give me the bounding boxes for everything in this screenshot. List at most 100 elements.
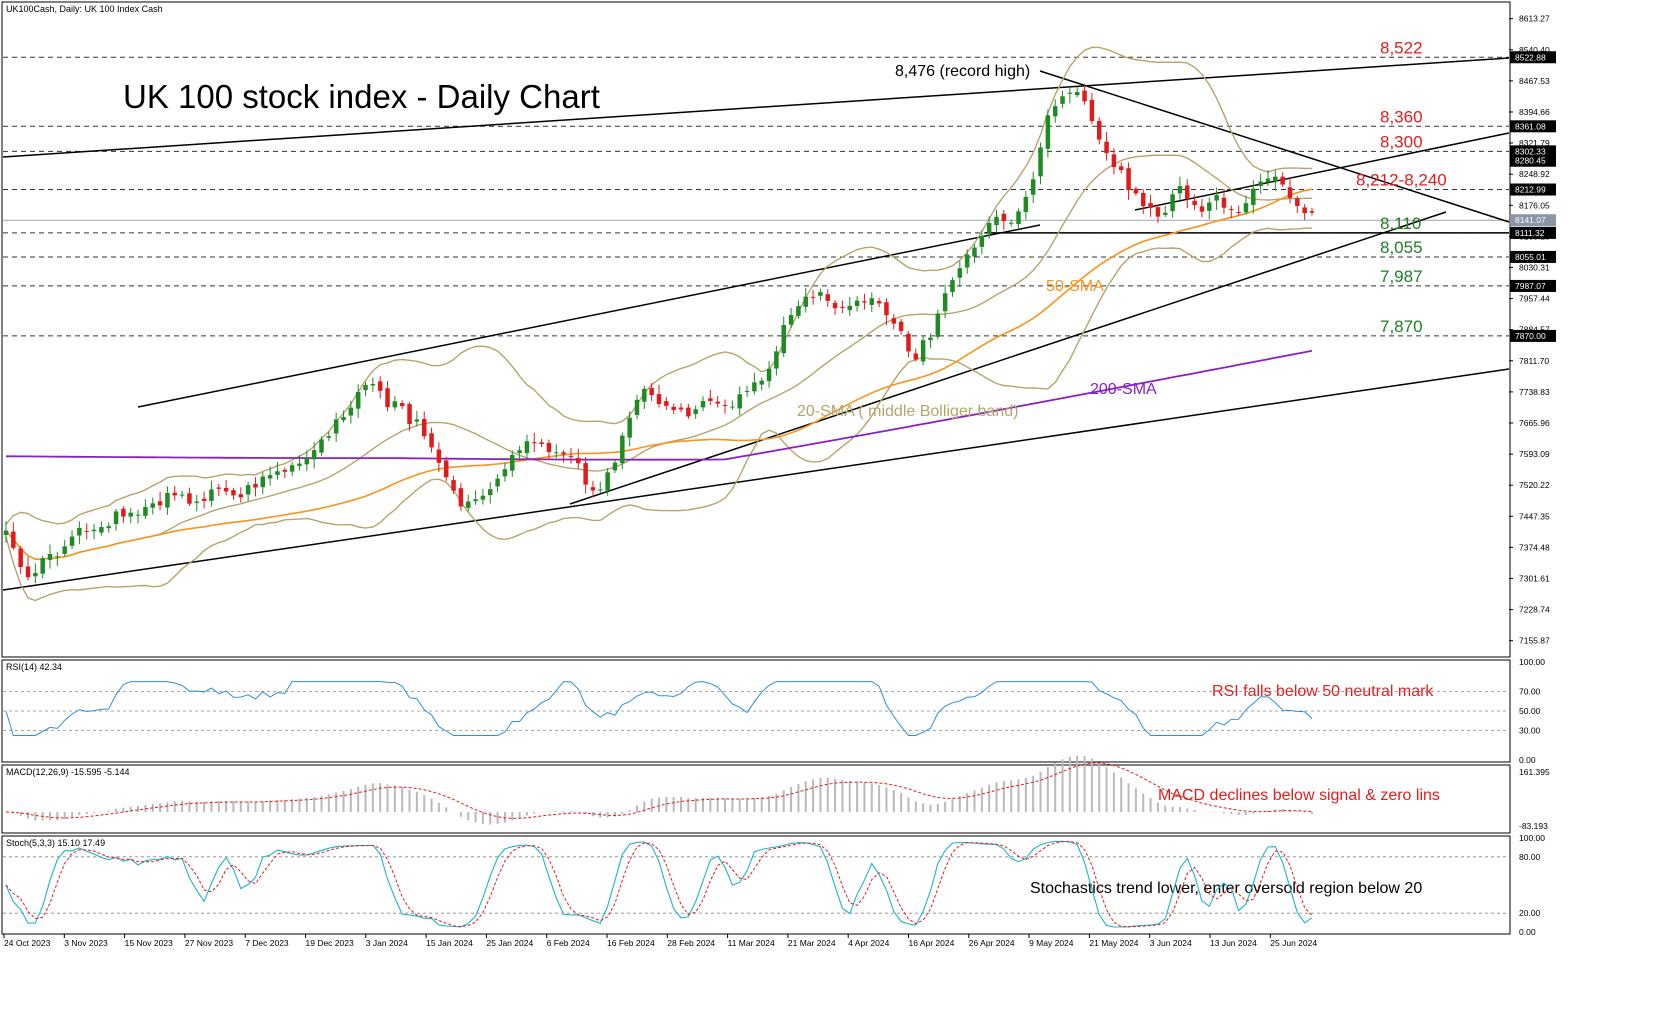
candle-body [333,419,339,434]
candle-body [1104,141,1109,154]
macd-signal-line [5,762,1313,819]
stoch-panel: 100.00 80.00 20.00 0.00 [3,833,1545,937]
candle [1045,109,1051,158]
candle [972,244,977,263]
candle [458,483,464,511]
candle [1111,148,1117,175]
candle [1192,194,1197,211]
candle [671,403,676,415]
stoch-tick-label: 100.00 [1519,833,1545,843]
candle-body [231,490,236,496]
stoch-title: Stoch(5,3,3) 15.10 17.49 [6,838,105,848]
candle-body [1155,207,1161,217]
support-resistance-levels [3,56,1509,337]
candle [209,480,214,507]
price-axis: 8613.27 8540.40 8467.53 8394.66 8321.79 8248.… [1509,14,1550,646]
candle [253,477,258,497]
macd-note: MACD declines below signal & zero lins [1158,787,1440,804]
candle [421,411,427,440]
candle [143,499,148,519]
candle [766,361,772,388]
candle-body [950,280,955,293]
stoch-signal-line [5,841,1313,928]
y-tick-label: 7447.35 [1519,511,1550,521]
level-label-6: 7,987 [1380,267,1423,286]
candle [1236,205,1241,216]
candle-body [620,435,625,464]
candle [77,521,82,545]
x-tick-label: 15 Jan 2024 [426,938,473,948]
candle [238,487,244,503]
candle [598,481,603,494]
stoch-panel-frame [1,835,1511,935]
candle-body [818,292,823,296]
x-tick-label: 6 Feb 2024 [547,938,590,948]
candle [524,434,530,459]
candle [326,431,332,442]
y-tick-label: 7374.48 [1519,542,1550,552]
price-box-bg [1510,250,1556,263]
candle-body [708,398,713,401]
price-box-label: 7987.07 [1515,281,1546,291]
candle-body [99,527,104,533]
candle [1302,204,1307,221]
x-tick-label: 13 Jun 2024 [1210,938,1257,948]
candle-body [319,439,324,453]
candle-body [275,471,280,475]
candle [1251,180,1256,214]
candle-body [223,487,229,492]
candle [942,284,948,319]
candle [708,389,713,406]
price-box-bg [1510,51,1556,64]
candle [678,403,684,413]
level-label-4: 8,110 [1380,214,1421,233]
candle-body [1111,154,1117,168]
candle-body [612,462,618,471]
candle [91,523,97,540]
candle [656,384,662,408]
candle [576,448,581,469]
candle-body [986,222,992,234]
candle-body [1074,92,1080,96]
candle-body [311,450,317,460]
candle-body [539,442,544,444]
candle-body [928,337,933,341]
candle [495,474,500,493]
candle [1214,187,1219,210]
candle-body [121,508,126,517]
candle [774,346,779,376]
y-tick-label: 7593.09 [1519,449,1550,459]
candle-body [1177,186,1183,194]
candle [847,297,853,316]
candle [172,486,178,501]
candle-body [759,380,764,385]
stoch-main-line [5,840,1313,928]
candle [854,296,860,312]
candle [825,289,831,307]
candle-body [649,388,654,396]
candle-body [920,340,926,362]
candle-body [77,527,82,536]
candle-body [686,407,691,417]
rsi-tick-label: 100.00 [1519,657,1545,667]
candle-body [935,313,941,337]
candle-body [972,247,977,257]
candle [223,480,229,496]
candle-body [1221,197,1227,208]
level-label-5: 8,055 [1380,238,1423,257]
candle-body [1185,185,1190,200]
candle-body [979,235,985,247]
macd-panel: 161.395 -83.193 [5,755,1550,831]
candle-body [1008,222,1014,224]
price-box-label: 8361.08 [1515,121,1546,131]
candle-body [840,306,845,308]
candle [179,490,185,499]
candle-body [671,406,676,411]
candle-body [898,321,904,331]
candle-body [546,442,552,453]
candle-body [429,433,434,448]
stoch-note: Stochastics trend lower, enter oversold … [1030,880,1422,897]
candle-body [128,512,133,517]
